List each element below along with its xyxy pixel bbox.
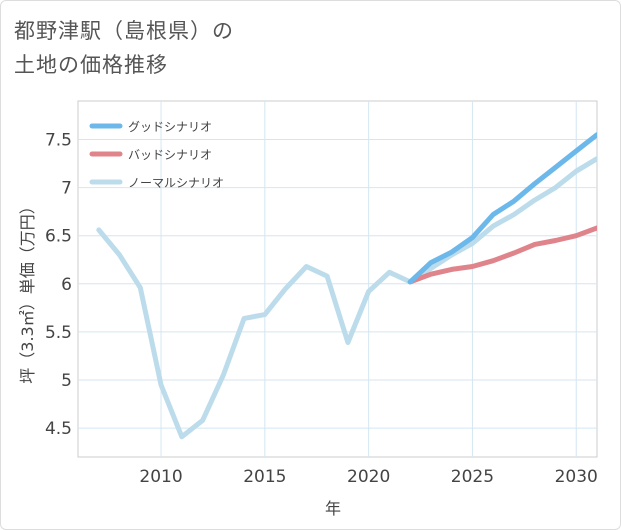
grid [78, 101, 597, 457]
chart-title-line1: 都野津駅（島根県）の [14, 19, 234, 43]
y-tick-label: 6.5 [45, 227, 72, 247]
legend-label: グッドシナリオ [128, 120, 212, 134]
legend-label: バッドシナリオ [128, 148, 212, 162]
x-tick-label: 2025 [451, 467, 494, 487]
series-group [96, 132, 597, 440]
y-tick-label: 5 [61, 371, 72, 391]
series-line-2 [96, 156, 597, 440]
y-tick-label: 7.5 [45, 130, 72, 150]
x-tick-label: 2010 [139, 467, 182, 487]
x-tick-label: 2030 [555, 467, 598, 487]
chart-title: 都野津駅（島根県）の 土地の価格推移 [14, 14, 434, 82]
y-axis-ticks: 4.5 5 5.5 6 6.5 7 7.5 [45, 130, 72, 439]
y-tick-label: 5.5 [45, 323, 72, 343]
x-tick-label: 2015 [243, 467, 286, 487]
y-axis-label: 坪（3.3㎡）単価（万円） [18, 198, 37, 383]
y-tick-label: 6 [61, 275, 72, 295]
series-line-1 [407, 225, 597, 285]
y-tick-label: 4.5 [45, 419, 72, 439]
x-axis-label: 年 [325, 499, 341, 518]
x-axis-ticks: 2010 2015 2020 2025 2030 [139, 467, 597, 487]
chart-title-line2: 土地の価格推移 [14, 53, 168, 77]
legend-label: ノーマルシナリオ [128, 176, 224, 190]
series-line-0 [407, 132, 597, 285]
x-tick-label: 2020 [347, 467, 390, 487]
y-tick-label: 7 [61, 179, 72, 199]
